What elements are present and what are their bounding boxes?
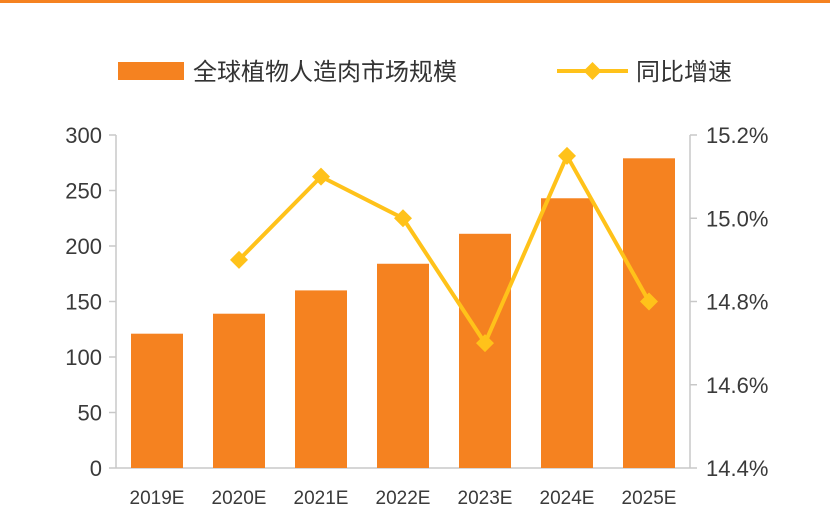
bar-2024E <box>541 198 593 468</box>
left-tick-label: 50 <box>78 401 102 426</box>
left-tick-label: 0 <box>90 456 102 481</box>
x-tick-label: 2020E <box>212 488 267 509</box>
x-tick-label: 2025E <box>622 488 677 509</box>
left-tick-label: 150 <box>65 290 102 315</box>
growth-point-2020E <box>230 250 248 269</box>
legend-swatch-market-size <box>118 62 184 80</box>
growth-line <box>237 153 651 346</box>
legend-swatch-growth-marker <box>583 62 602 80</box>
x-tick-label: 2024E <box>540 488 595 509</box>
left-axis-ticks: 0 50 100 150 200 250 300 <box>65 123 116 481</box>
left-tick-label: 200 <box>65 234 102 259</box>
right-tick-label: 15.2% <box>706 123 768 148</box>
right-tick-label: 14.8% <box>706 290 768 315</box>
growth-point-2024E <box>558 146 576 165</box>
top-accent-rule <box>0 0 830 3</box>
growth-point-2021E <box>312 167 330 186</box>
left-tick-label: 300 <box>65 123 102 148</box>
bar-series <box>131 158 675 468</box>
x-tick-label: 2023E <box>458 488 513 509</box>
right-tick-label: 14.4% <box>706 456 768 481</box>
growth-point-2023E <box>476 334 494 353</box>
bar-2021E <box>295 290 347 468</box>
line-series <box>230 146 658 353</box>
x-tick-label: 2021E <box>294 488 349 509</box>
right-tick-label: 14.6% <box>706 373 768 398</box>
x-tick-label: 2022E <box>376 488 431 509</box>
bar-2022E <box>377 263 429 468</box>
x-axis-ticks: 2019E 2020E 2021E 2022E 2023E 2024E 2025E <box>130 488 677 509</box>
growth-point-2022E <box>394 209 412 228</box>
legend-label-growth: 同比增速 <box>636 59 732 86</box>
right-axis-ticks: 14.4% 14.6% 14.8% 15.0% 15.2% <box>690 123 768 481</box>
bar-2019E <box>131 333 183 468</box>
legend: 全球植物人造肉市场规模 同比增速 <box>118 59 732 86</box>
legend-label-market-size: 全球植物人造肉市场规模 <box>193 59 457 86</box>
bar-2025E <box>623 158 675 468</box>
growth-point-2025E <box>640 292 658 311</box>
bar-2020E <box>213 313 265 468</box>
left-tick-label: 250 <box>65 179 102 204</box>
left-tick-label: 100 <box>65 345 102 370</box>
x-tick-label: 2019E <box>130 488 185 509</box>
right-tick-label: 15.0% <box>706 206 768 231</box>
